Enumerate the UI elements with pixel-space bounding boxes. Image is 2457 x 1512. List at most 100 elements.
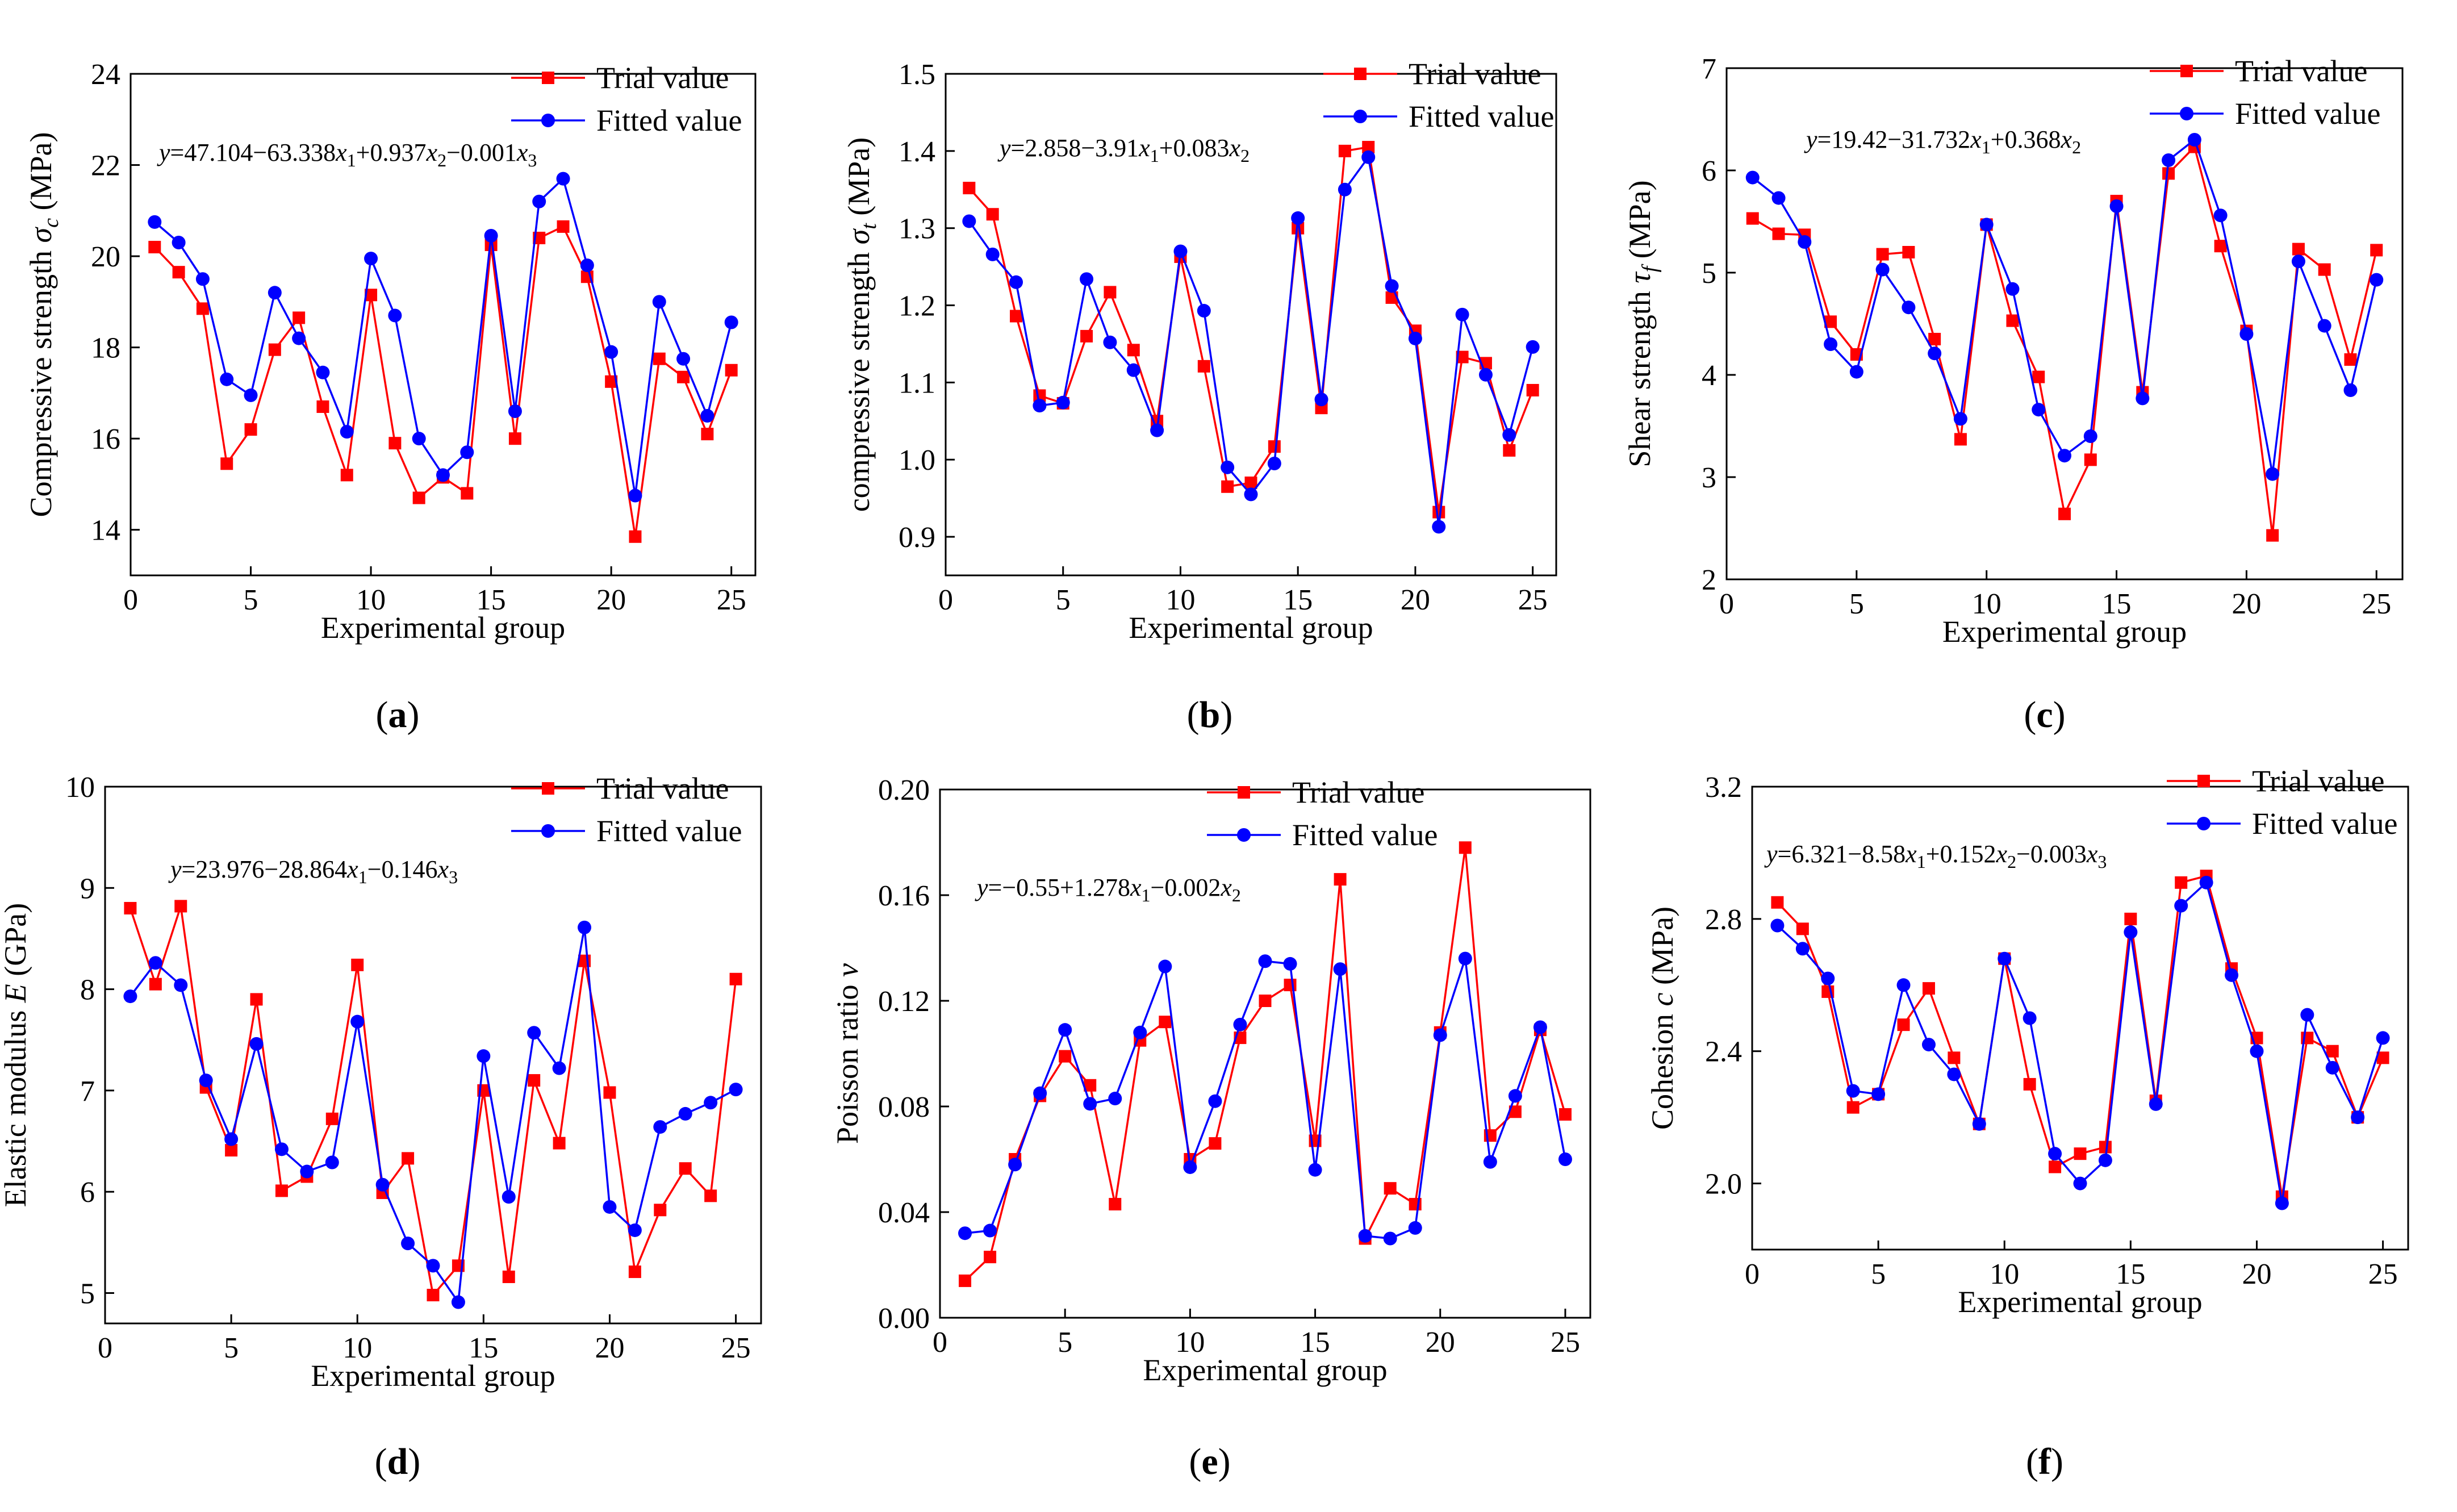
panel-caption: (b): [1187, 694, 1233, 736]
data-point-trial: [1771, 896, 1784, 909]
y-tick-label: 10: [65, 771, 95, 804]
x-tick-label: 10: [1175, 1326, 1205, 1359]
legend-entry: Fitted value: [2235, 97, 2380, 131]
y-axis-label: Poisson ratio ν: [830, 963, 864, 1144]
data-point-trial: [508, 432, 521, 445]
data-point-trial: [1897, 1018, 1910, 1031]
data-point-trial: [984, 1251, 997, 1264]
panel-caption: (f): [2026, 1441, 2063, 1482]
data-point-trial: [2099, 1141, 2112, 1154]
x-axis-label: Experimental group: [1942, 615, 2187, 649]
data-point-fitted: [2239, 327, 2254, 341]
x-tick-label: 10: [342, 1332, 372, 1364]
data-point-trial: [124, 901, 137, 914]
data-point-fitted: [2032, 403, 2046, 417]
x-tick-label: 5: [1871, 1258, 1886, 1290]
x-tick-label: 10: [1990, 1258, 2019, 1290]
legend: Trial value Fitted value: [2167, 764, 2397, 841]
y-tick-label: 22: [91, 150, 120, 182]
data-point-trial: [1159, 1016, 1172, 1029]
data-point-trial: [1954, 433, 1967, 446]
x-tick-label: 25: [721, 1332, 751, 1364]
legend-marker-square: [1238, 786, 1250, 799]
y-tick-label: 20: [91, 241, 120, 273]
data-point-trial: [1503, 444, 1516, 457]
data-point-fitted: [1972, 1117, 1986, 1131]
data-point-fitted: [300, 1164, 314, 1179]
data-point-fitted: [1824, 337, 1838, 351]
data-point-fitted: [172, 236, 186, 250]
data-point-fitted: [2213, 208, 2228, 223]
data-point-fitted: [174, 978, 188, 992]
legend-entry: Fitted value: [2252, 807, 2397, 841]
data-point-fitted: [460, 445, 474, 460]
data-point-fitted: [292, 331, 306, 345]
x-tick-label: 20: [1401, 584, 1430, 616]
data-point-fitted: [983, 1223, 997, 1238]
x-tick-label: 5: [1849, 588, 1864, 620]
x-tick-label: 25: [1518, 584, 1548, 616]
x-tick-label: 15: [477, 584, 506, 616]
legend-marker-circle: [2180, 107, 2193, 120]
y-tick-label: 1.4: [899, 136, 935, 168]
y-tick-label: 3: [1702, 462, 1716, 494]
legend: Trial value Fitted value: [1323, 57, 1554, 133]
data-point-trial: [2266, 529, 2279, 542]
data-point-fitted: [2250, 1044, 2264, 1058]
data-point-fitted: [1433, 1028, 1447, 1042]
series-line-trial: [968, 146, 1534, 512]
panel-caption: (a): [376, 694, 420, 736]
regression-equation: y=19.42−31.732x1+0.368x2: [1804, 126, 2081, 157]
regression-equation: y=−0.55+1.278x1−0.002x2: [975, 874, 1241, 905]
data-point-trial: [2084, 453, 2097, 466]
x-tick-label: 15: [2116, 1258, 2145, 1290]
y-tick-label: 1.2: [899, 290, 935, 323]
x-axis-label: Experimental group: [1958, 1285, 2202, 1319]
data-point-fitted: [700, 409, 714, 423]
data-point-fitted: [401, 1237, 415, 1251]
legend-marker-square: [2197, 775, 2210, 787]
data-point-fitted: [1314, 392, 1328, 407]
data-point-trial: [427, 1289, 440, 1302]
data-point-trial: [225, 1144, 238, 1157]
y-tick-label: 18: [91, 332, 120, 365]
x-tick-label: 20: [596, 584, 626, 616]
data-point-trial: [172, 266, 185, 279]
data-point-fitted: [1795, 942, 1810, 956]
series-line-fitted: [968, 154, 1534, 527]
y-tick-label: 0.16: [878, 880, 930, 912]
x-axis-label: Experimental group: [311, 1359, 555, 1393]
x-tick-label: 20: [2242, 1258, 2271, 1290]
data-point-trial: [2058, 507, 2071, 520]
legend-marker-circle: [541, 824, 555, 838]
x-tick-label: 15: [1301, 1326, 1330, 1359]
legend-entry: Trial value: [1409, 57, 1541, 91]
data-point-fitted: [1183, 1160, 1197, 1174]
data-point-fitted: [1558, 1152, 1572, 1166]
y-axis-label: Shear strength τf (MPa): [1623, 180, 1662, 467]
y-tick-label: 7: [80, 1075, 95, 1108]
data-point-fitted: [1979, 218, 1994, 232]
data-point-fitted: [653, 1120, 667, 1134]
panel-caption: (d): [375, 1441, 421, 1482]
data-point-fitted: [436, 468, 450, 482]
x-tick-label: 15: [1283, 584, 1313, 616]
data-point-fitted: [1338, 182, 1352, 197]
data-point-fitted: [985, 247, 1000, 261]
data-point-fitted: [1358, 1229, 1372, 1243]
legend-marker-circle: [541, 114, 555, 127]
y-tick-label: 24: [91, 59, 120, 91]
regression-equation: y=23.976−28.864x1−0.146x3: [168, 855, 458, 887]
legend-entry: Fitted value: [596, 814, 742, 848]
data-point-fitted: [1798, 235, 1812, 249]
data-point-trial: [2376, 1051, 2389, 1064]
data-point-fitted: [1291, 211, 1305, 225]
data-point-fitted: [1008, 1158, 1022, 1172]
data-point-fitted: [1998, 951, 2012, 966]
data-point-trial: [2124, 912, 2137, 925]
x-tick-label: 5: [1056, 584, 1071, 616]
data-point-fitted: [340, 425, 354, 439]
data-point-fitted: [1875, 262, 1890, 277]
x-tick-label: 25: [2368, 1258, 2398, 1290]
